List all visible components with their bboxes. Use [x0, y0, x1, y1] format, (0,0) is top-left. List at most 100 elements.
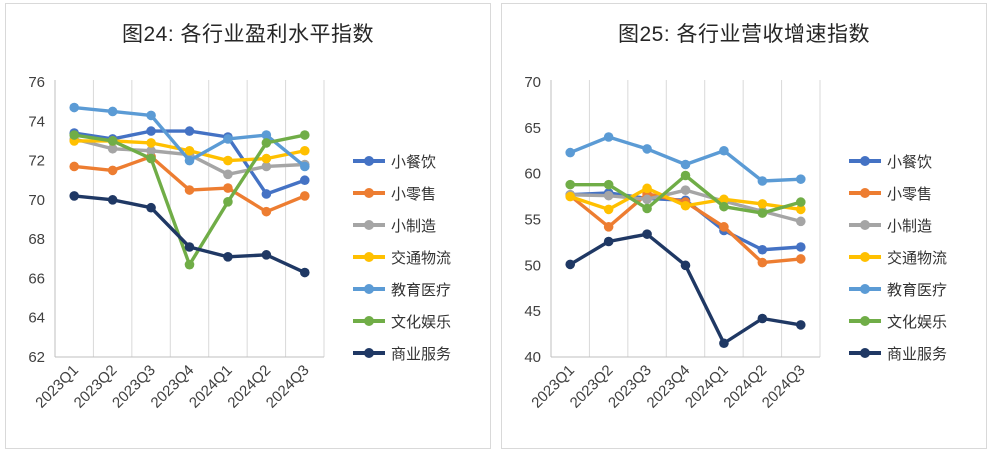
- series-marker: [184, 259, 195, 270]
- series-marker: [795, 242, 806, 252]
- legend-label: 文化娱乐: [887, 313, 948, 331]
- legend-line-marker-icon: [353, 316, 385, 326]
- legend-label: 交通物流: [887, 249, 948, 267]
- series-marker: [642, 144, 652, 154]
- series-marker: [603, 132, 614, 142]
- legend-label: 小餐饮: [887, 153, 933, 171]
- series-marker: [223, 252, 233, 262]
- y-tick-label: 70: [524, 74, 541, 91]
- series-marker: [107, 165, 118, 176]
- series-marker: [795, 216, 806, 227]
- y-tick-label: 45: [524, 303, 541, 320]
- series-marker: [795, 174, 806, 184]
- x-tick-label: 2024Q3: [263, 362, 313, 412]
- legend-line-marker-icon: [849, 220, 881, 230]
- series-marker: [757, 208, 768, 218]
- y-tick-label: 50: [524, 257, 541, 274]
- legend-item: 教育医疗: [849, 278, 947, 300]
- series-marker: [603, 179, 614, 190]
- legend-dot-icon: [860, 156, 870, 166]
- series-marker: [642, 194, 652, 205]
- legend-line-marker-icon: [849, 316, 881, 326]
- series-marker: [719, 201, 729, 212]
- series-marker: [107, 136, 118, 146]
- series-marker: [603, 236, 614, 247]
- y-tick-label: 72: [28, 153, 45, 170]
- series-marker: [261, 250, 272, 260]
- series-marker: [757, 199, 768, 209]
- series-marker: [184, 126, 195, 136]
- series-marker: [69, 161, 80, 172]
- series-marker: [642, 229, 652, 239]
- legend-item: 交通物流: [353, 246, 451, 268]
- series-marker: [565, 179, 576, 190]
- legend-item: 小餐饮: [353, 150, 451, 172]
- series-marker: [757, 257, 768, 268]
- legend-dot-icon: [860, 220, 870, 230]
- legend-dot-icon: [860, 316, 870, 326]
- legend-line-marker-icon: [353, 284, 385, 294]
- legend-dot-icon: [860, 252, 870, 262]
- y-tick-label: 65: [524, 120, 541, 137]
- series-marker: [146, 145, 156, 156]
- series-marker: [757, 313, 768, 324]
- legend-dot-icon: [364, 252, 374, 262]
- series-marker: [107, 143, 118, 154]
- series-marker: [299, 161, 310, 172]
- series-marker: [603, 190, 614, 201]
- series-marker: [299, 130, 310, 140]
- legend-item: 商业服务: [353, 342, 451, 364]
- y-tick-label: 66: [28, 270, 45, 287]
- legend-dot-icon: [364, 348, 374, 358]
- legend-line-marker-icon: [849, 156, 881, 166]
- series-marker: [223, 155, 233, 166]
- series-marker: [795, 197, 806, 207]
- series-marker: [261, 138, 272, 148]
- legend-line-marker-icon: [353, 348, 385, 358]
- series-marker: [680, 159, 691, 170]
- series-marker: [719, 145, 729, 156]
- profit-index-plot-area: 76747270686664622023Q12023Q22023Q32023Q4…: [28, 74, 325, 412]
- y-tick-label: 76: [28, 74, 45, 91]
- legend-label: 小制造: [887, 217, 933, 235]
- chart-legend: 小餐饮 小零售 小制造 交通物流 教育医疗 文化娱乐 商业服务: [849, 150, 947, 364]
- series-marker: [223, 183, 233, 193]
- y-tick-label: 70: [28, 192, 45, 209]
- series-marker: [719, 222, 729, 232]
- legend-line-marker-icon: [353, 220, 385, 230]
- series-marker: [146, 153, 156, 164]
- series-marker: [795, 204, 806, 215]
- legend-line-marker-icon: [849, 188, 881, 198]
- legend-item: 教育医疗: [353, 278, 451, 300]
- legend-item: 文化娱乐: [353, 310, 451, 332]
- series-marker: [719, 194, 729, 205]
- legend-label: 文化娱乐: [391, 313, 452, 331]
- chart-title: 图24: 各行业盈利水平指数: [121, 23, 375, 46]
- legend-line-marker-icon: [849, 252, 881, 262]
- legend-item: 小零售: [353, 182, 451, 204]
- series-marker: [146, 202, 156, 213]
- series-marker: [642, 183, 652, 194]
- series-marker: [757, 244, 768, 255]
- legend-label: 商业服务: [391, 345, 452, 363]
- series-marker: [299, 175, 310, 186]
- series-marker: [299, 267, 310, 278]
- series-marker: [184, 155, 195, 166]
- legend-item: 商业服务: [849, 342, 947, 364]
- y-tick-label: 55: [524, 212, 541, 229]
- legend-label: 教育医疗: [887, 281, 948, 299]
- series-marker: [261, 153, 272, 164]
- series-marker: [603, 222, 614, 232]
- chart-panel-revenue-growth-index: 图25: 各行业营收增速指数 70 65 60 55 50 45 40 2023Q1 2023Q…: [501, 3, 987, 449]
- legend-dot-icon: [860, 188, 870, 198]
- series-marker: [719, 338, 729, 349]
- series-marker: [680, 260, 691, 271]
- series-marker: [107, 106, 118, 117]
- x-tick-label: 2024Q3: [759, 362, 809, 412]
- series-marker: [680, 170, 691, 181]
- series-marker: [680, 200, 691, 211]
- legend-line-marker-icon: [353, 188, 385, 198]
- series-marker: [184, 185, 195, 195]
- series-marker: [261, 206, 272, 217]
- legend-dot-icon: [364, 316, 374, 326]
